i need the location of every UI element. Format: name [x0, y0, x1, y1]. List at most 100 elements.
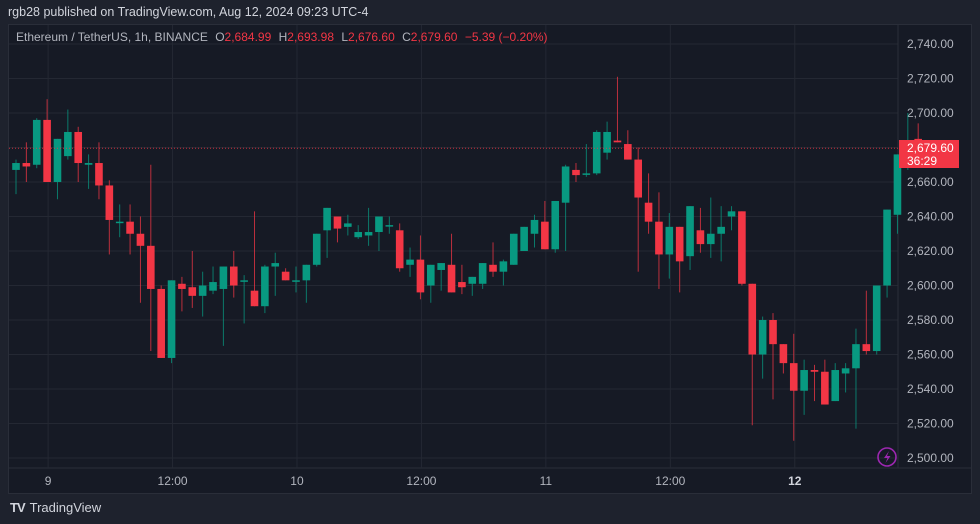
candle[interactable] [126, 204, 134, 255]
candle[interactable] [821, 359, 829, 405]
candle[interactable] [344, 214, 352, 236]
candle[interactable] [489, 242, 497, 277]
candle[interactable] [551, 200, 560, 253]
candle[interactable] [613, 76, 622, 143]
candle[interactable] [292, 266, 300, 293]
candle[interactable] [447, 233, 456, 293]
candle[interactable] [893, 154, 902, 234]
candle[interactable] [789, 333, 798, 441]
candle[interactable] [198, 271, 207, 317]
candle[interactable] [427, 264, 435, 303]
candle[interactable] [178, 276, 186, 312]
candle[interactable] [43, 99, 51, 182]
candle[interactable] [686, 206, 694, 270]
candle[interactable] [738, 211, 746, 286]
candle[interactable] [717, 206, 725, 262]
candle[interactable] [758, 316, 767, 379]
candle[interactable] [406, 247, 414, 277]
candle[interactable] [95, 142, 103, 200]
candle[interactable] [188, 251, 197, 308]
candle[interactable] [416, 235, 425, 300]
candle[interactable] [458, 264, 466, 295]
candle[interactable] [478, 263, 487, 289]
chart-pane[interactable] [8, 24, 972, 494]
x-axis-label: 12:00 [655, 474, 685, 488]
candle[interactable] [157, 285, 165, 358]
candle[interactable] [872, 285, 881, 355]
low-value: 2,676.60 [348, 30, 395, 44]
candle[interactable] [385, 216, 394, 234]
candle[interactable] [209, 266, 217, 295]
candle[interactable] [727, 206, 736, 231]
candle[interactable] [644, 173, 653, 234]
candle[interactable] [665, 213, 674, 279]
candle[interactable] [831, 363, 840, 402]
candle[interactable] [219, 266, 228, 346]
candle[interactable] [468, 276, 477, 296]
candle[interactable] [84, 154, 93, 189]
candle[interactable] [592, 130, 601, 176]
candle[interactable] [64, 109, 72, 160]
candle[interactable] [530, 214, 539, 248]
candle[interactable] [74, 126, 83, 182]
candle[interactable] [561, 164, 570, 251]
candle[interactable] [53, 138, 62, 200]
footer-brand[interactable]: TV TradingView [10, 500, 101, 515]
candle[interactable] [800, 359, 808, 415]
candle[interactable] [333, 216, 342, 243]
candle[interactable] [323, 207, 331, 258]
candle[interactable] [675, 226, 684, 293]
candle[interactable] [841, 363, 850, 393]
candle[interactable] [696, 207, 705, 253]
tradingview-logo-icon: TV [10, 500, 26, 515]
symbol-title: Ethereum / TetherUS, 1h, BINANCE [16, 30, 208, 44]
candle[interactable] [655, 192, 663, 289]
candle[interactable] [624, 130, 632, 160]
candle[interactable] [281, 268, 290, 281]
candle[interactable] [354, 225, 363, 239]
candle[interactable] [603, 121, 611, 160]
candle[interactable] [769, 313, 777, 400]
candle[interactable] [634, 147, 642, 272]
candle[interactable] [748, 283, 757, 426]
candle[interactable] [136, 216, 145, 303]
candle[interactable] [32, 118, 41, 169]
current-price-badge [899, 140, 959, 168]
candle[interactable] [312, 233, 321, 267]
candle[interactable] [509, 233, 518, 265]
candle[interactable] [437, 263, 445, 291]
low-label: L [341, 30, 349, 44]
candle[interactable] [271, 252, 280, 296]
current-price-text: 2,679.60 [907, 141, 954, 155]
candle[interactable] [779, 344, 788, 374]
candle[interactable] [572, 163, 580, 182]
candle[interactable] [582, 144, 591, 177]
candle[interactable] [395, 223, 404, 272]
candle[interactable] [862, 290, 871, 355]
candle[interactable] [302, 264, 311, 303]
candle[interactable] [810, 364, 819, 402]
x-axis-label: 12:00 [158, 474, 188, 488]
candle[interactable] [261, 264, 269, 314]
candle[interactable] [167, 280, 176, 364]
candle[interactable] [499, 259, 508, 286]
lightning-icon[interactable] [877, 447, 897, 467]
candle[interactable] [375, 216, 383, 252]
candle[interactable] [364, 207, 373, 246]
candle[interactable] [250, 211, 259, 307]
candle[interactable] [115, 204, 124, 238]
candle[interactable] [22, 142, 31, 182]
candle[interactable] [105, 180, 114, 255]
y-axis-label: 2,540.00 [907, 382, 954, 396]
candle[interactable] [706, 197, 715, 258]
candle[interactable] [541, 200, 549, 250]
candle[interactable] [883, 209, 891, 298]
candle[interactable] [852, 328, 860, 429]
candle[interactable] [240, 275, 248, 324]
candle[interactable] [147, 164, 155, 352]
x-axis-label: 10 [290, 474, 304, 488]
candle[interactable] [520, 226, 528, 251]
candle[interactable] [229, 251, 238, 298]
candle[interactable] [12, 159, 20, 195]
